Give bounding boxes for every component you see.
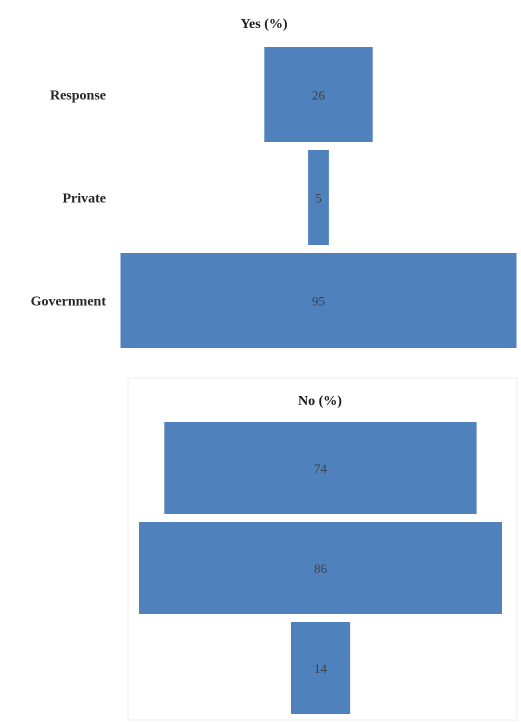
no-chart-title: No (%) <box>298 394 342 409</box>
no-data-label-1: 74 <box>314 461 328 476</box>
category-label-response: Response <box>50 89 106 104</box>
yes-data-label-government: 95 <box>312 294 325 309</box>
yes-data-label-response: 26 <box>312 88 326 103</box>
yes-data-label-private: 5 <box>315 191 322 206</box>
category-label-government: Government <box>31 295 107 310</box>
yes-chart-panel: Yes (%) 26 Response 5 Private 95 Government <box>31 17 517 348</box>
yes-chart-title: Yes (%) <box>240 17 287 32</box>
no-data-label-3: 14 <box>314 661 328 676</box>
category-label-private: Private <box>62 192 106 207</box>
no-chart-panel: No (%) 74 86 14 <box>127 377 518 721</box>
no-bar-1 <box>164 422 477 514</box>
no-bar-3 <box>291 622 351 714</box>
yes-bar-government <box>120 253 517 348</box>
yes-bar-response <box>264 47 373 142</box>
no-bar-2 <box>139 522 502 614</box>
yes-bar-private <box>308 150 329 245</box>
no-data-label-2: 86 <box>314 561 328 576</box>
